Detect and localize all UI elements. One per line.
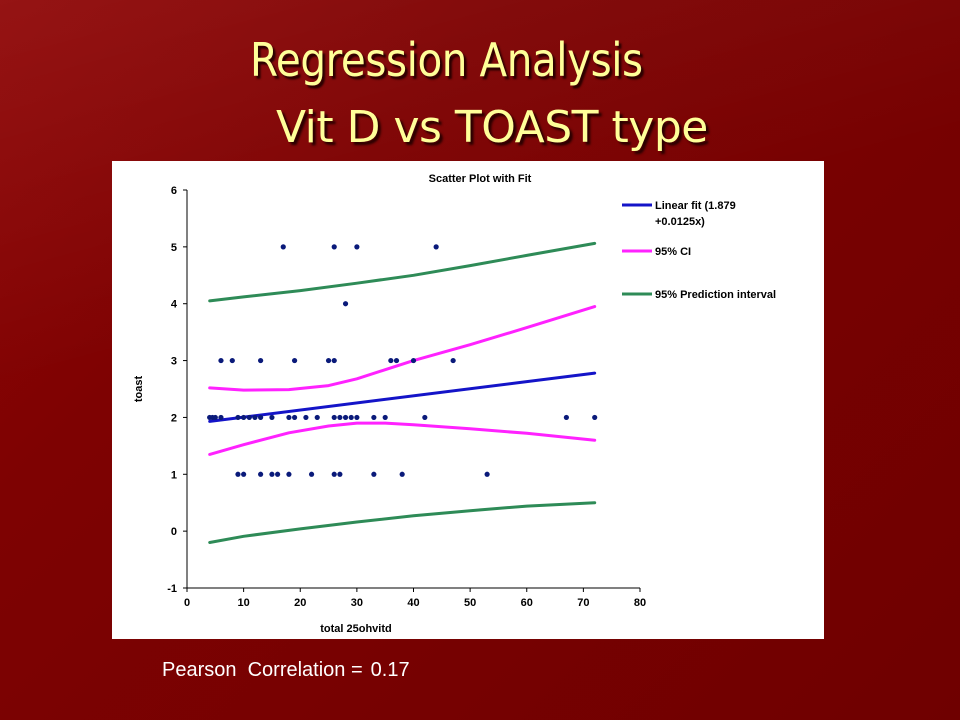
data-point (275, 472, 280, 477)
data-point (337, 415, 342, 420)
prediction-lower-line (210, 503, 595, 543)
data-point (286, 415, 291, 420)
x-tick-label: 0 (184, 597, 190, 609)
data-point (332, 244, 337, 249)
data-point (332, 358, 337, 363)
data-point (235, 472, 240, 477)
correlation-value: 0.17 (371, 659, 410, 681)
data-point (337, 472, 342, 477)
x-tick-label: 20 (294, 597, 306, 609)
x-tick-label: 80 (634, 597, 646, 609)
x-tick-label: 70 (577, 597, 589, 609)
data-point (258, 358, 263, 363)
legend-label: 95% Prediction interval (655, 289, 776, 301)
ci-lower-line (210, 423, 595, 454)
data-point (213, 415, 218, 420)
legend-label: Linear fit (1.879 (655, 200, 736, 212)
data-point (218, 415, 223, 420)
data-point (241, 415, 246, 420)
data-point (247, 415, 252, 420)
data-point (371, 472, 376, 477)
data-point (388, 358, 393, 363)
slide-title: Regression Analysis (250, 30, 643, 90)
data-point (383, 415, 388, 420)
data-point (343, 415, 348, 420)
chart-title: Scatter Plot with Fit (429, 173, 532, 185)
data-point (315, 415, 320, 420)
data-point (485, 472, 490, 477)
data-point (252, 415, 257, 420)
data-point (258, 472, 263, 477)
x-tick-label: 30 (351, 597, 363, 609)
data-point (354, 415, 359, 420)
ci-upper-line (210, 307, 595, 391)
y-tick-label: 1 (171, 469, 177, 481)
data-point (292, 415, 297, 420)
data-point (230, 358, 235, 363)
x-tick-label: 40 (407, 597, 419, 609)
data-point (394, 358, 399, 363)
y-tick-label: 0 (171, 526, 177, 538)
data-point (434, 244, 439, 249)
y-tick-label: 6 (171, 185, 177, 197)
data-point (451, 358, 456, 363)
y-tick-label: 2 (171, 412, 177, 424)
chart-legend: Linear fit (1.879 +0.0125x) 95% CI 95% Pred… (622, 200, 776, 301)
data-point (354, 244, 359, 249)
x-tick-label: 10 (238, 597, 250, 609)
y-tick-label: 5 (171, 242, 177, 254)
y-axis-label: toast (133, 376, 145, 403)
chart-panel: Scatter Plot with Fit -1 0 1 2 3 4 5 6 0 10 20 30 40… (112, 161, 824, 639)
data-point (343, 301, 348, 306)
y-tick-label: 4 (171, 299, 178, 311)
data-point (269, 472, 274, 477)
data-point (303, 415, 308, 420)
data-point (332, 472, 337, 477)
data-point (309, 472, 314, 477)
slide-subtitle: Vit D vs TOAST type (276, 100, 708, 156)
linear-fit-line (210, 373, 595, 421)
data-point (241, 472, 246, 477)
data-point (592, 415, 597, 420)
data-point (411, 358, 416, 363)
legend-label-continued: +0.0125x) (655, 216, 705, 228)
x-tick-label: 60 (521, 597, 533, 609)
data-point (281, 244, 286, 249)
legend-label: 95% CI (655, 246, 691, 258)
data-point (349, 415, 354, 420)
y-tick-label: -1 (167, 583, 177, 595)
pearson-correlation: Pearson Correlation = 0.17 (162, 656, 410, 684)
data-point (326, 358, 331, 363)
x-axis-label: total 25ohvitd (320, 623, 392, 635)
data-point (218, 358, 223, 363)
data-point (422, 415, 427, 420)
data-point (564, 415, 569, 420)
data-point (235, 415, 240, 420)
y-tick-label: 3 (171, 356, 177, 368)
correlation-label: Pearson Correlation = (162, 659, 363, 681)
data-point (400, 472, 405, 477)
data-point (269, 415, 274, 420)
data-point (258, 415, 263, 420)
data-point (332, 415, 337, 420)
x-tick-label: 50 (464, 597, 476, 609)
prediction-upper-line (210, 243, 595, 301)
data-point (292, 358, 297, 363)
data-point (286, 472, 291, 477)
data-point (371, 415, 376, 420)
